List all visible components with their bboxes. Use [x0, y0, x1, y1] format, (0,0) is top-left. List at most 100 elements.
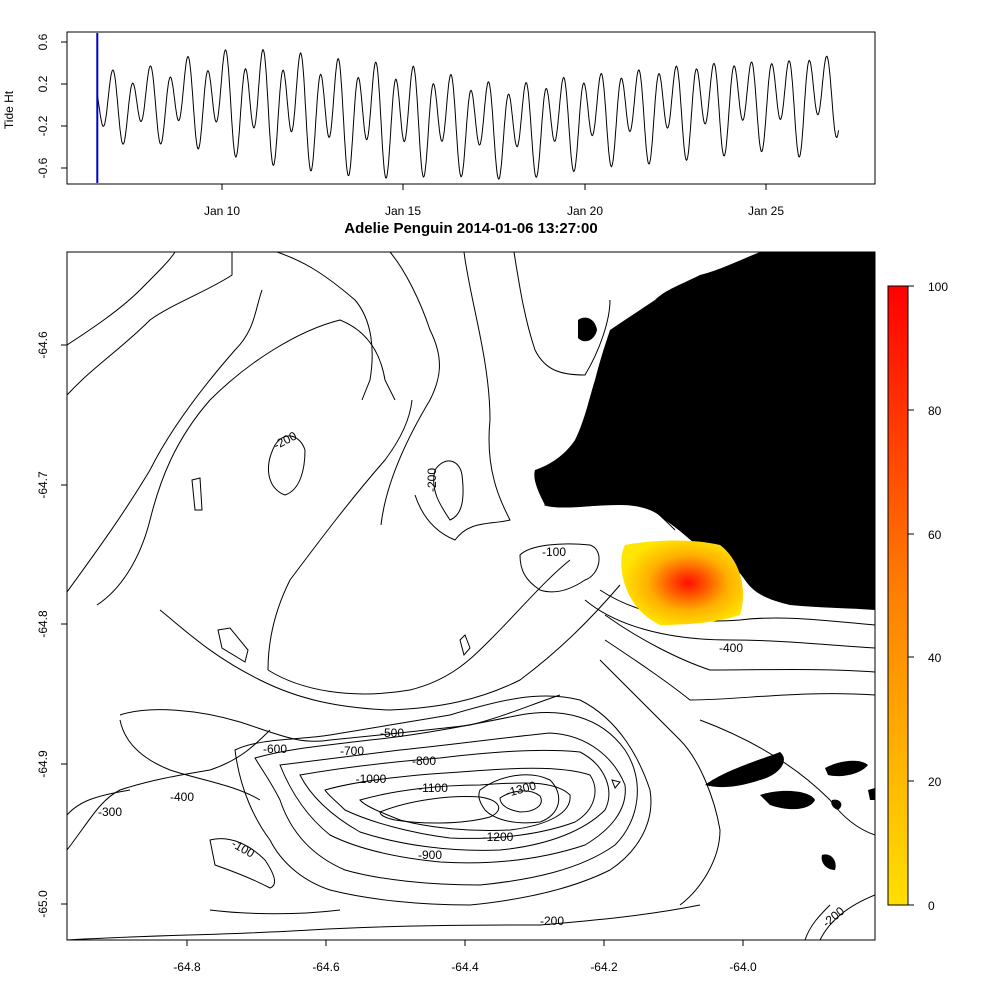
colorbar-tick-label: 80	[928, 404, 942, 418]
contour-line	[67, 729, 271, 851]
contour-line	[433, 460, 464, 521]
contour-line	[96, 319, 396, 606]
contour-line	[359, 782, 571, 832]
map-x-tick-label: -64.2	[590, 960, 618, 974]
contour-label: -300	[98, 805, 122, 819]
contour-label: -400	[719, 641, 743, 655]
tide-series-line	[96, 48, 839, 180]
colorbar-tick-label: 100	[928, 280, 948, 294]
tide-x-axis: Jan 10 Jan 15 Jan 20 Jan 25	[204, 184, 784, 218]
contour-line	[234, 695, 652, 906]
map-y-tick-label: -64.6	[36, 331, 50, 359]
colorbar-gradient	[887, 285, 909, 906]
land-mass	[578, 317, 597, 342]
contour-line	[804, 904, 831, 940]
map-x-tick-label: -64.0	[729, 960, 757, 974]
contour-line	[254, 712, 638, 886]
contour-line	[414, 252, 511, 541]
bathymetry-contours	[67, 252, 875, 940]
tide-y-axis-label: Tide Ht	[2, 90, 16, 129]
land-mass	[534, 252, 875, 610]
map-y-tick-label: -65.0	[36, 890, 50, 918]
contour-label: -800	[412, 754, 436, 768]
contour-line	[478, 774, 560, 824]
colorbar-tick-label: 60	[928, 528, 942, 542]
map-y-tick-label: -64.7	[36, 471, 50, 499]
contour-line	[604, 614, 875, 673]
contour-line	[217, 627, 249, 663]
tide-y-tick-label: -0.2	[36, 115, 50, 136]
map-y-tick-label: -64.8	[36, 610, 50, 638]
contour-line	[119, 719, 261, 801]
contour-line	[380, 252, 440, 526]
contour-label: -1300	[504, 778, 538, 800]
contour-line	[276, 252, 373, 401]
map-y-tick-label: -64.9	[36, 750, 50, 778]
map-x-tick-label: -64.4	[451, 960, 479, 974]
contour-line	[499, 790, 542, 813]
contour-label: -100	[229, 836, 257, 860]
contour-line	[513, 252, 611, 376]
contour-line	[519, 543, 600, 593]
contour-line	[209, 838, 276, 889]
colorbar-tick-label: 20	[928, 775, 942, 789]
contour-line	[67, 252, 176, 346]
contour-label: -700	[340, 744, 364, 758]
contour-label: -200	[820, 904, 848, 930]
contour-line	[584, 599, 875, 649]
contour-line	[191, 477, 203, 511]
contour-line	[159, 584, 621, 711]
map-panel: -200 -200 -100 -400 -500 -600 -700 -800 …	[36, 251, 948, 974]
contour-label: -200	[425, 468, 439, 492]
contour-label: -100	[542, 545, 566, 559]
contour-line	[604, 639, 875, 701]
tide-y-tick-label: -0.6	[36, 157, 50, 178]
tide-x-tick-label: Jan 10	[204, 204, 240, 218]
contour-label: -1200	[483, 830, 514, 844]
map-title: Adelie Penguin 2014-01-06 13:27:00	[344, 220, 597, 237]
tide-x-tick-label: Jan 20	[567, 204, 603, 218]
contour-label: -200	[540, 914, 564, 928]
land-mass	[831, 799, 842, 810]
contour-line	[267, 559, 571, 695]
contour-line	[67, 252, 233, 396]
colorbar-tick-label: 0	[928, 899, 935, 913]
colorbar-tick-label: 40	[928, 651, 942, 665]
tide-y-tick-label: 0.2	[36, 75, 50, 92]
tide-plot-frame	[66, 31, 876, 185]
contour-label: -200	[271, 428, 299, 452]
contour-line	[324, 767, 596, 839]
contour-line	[599, 589, 875, 626]
tide-x-tick-label: Jan 15	[385, 204, 421, 218]
land-mass	[738, 764, 759, 777]
land-mass	[825, 760, 868, 777]
contour-line	[67, 789, 131, 816]
contour-line	[379, 796, 500, 824]
map-y-axis: -64.6 -64.7 -64.8 -64.9 -65.0	[36, 331, 68, 918]
contour-line	[299, 749, 610, 851]
land-mass	[760, 790, 815, 810]
tide-y-axis: -0.6 -0.2 0.2 0.6 Tide Ht	[2, 33, 68, 178]
contour-line	[67, 904, 701, 940]
tide-y-tick-label: 0.6	[36, 33, 50, 50]
contour-label: -900	[418, 848, 442, 862]
tide-panel: -0.6 -0.2 0.2 0.6 Tide Ht Jan 10 Jan 15 …	[2, 31, 876, 218]
contour-line	[279, 732, 626, 864]
land-masses	[534, 252, 875, 870]
land-mass	[868, 788, 875, 800]
colorbar: 0 20 40 60 80 100	[887, 280, 948, 913]
contour-line	[699, 719, 875, 836]
contour-label: -1100	[418, 781, 448, 795]
tide-x-tick-label: Jan 25	[748, 204, 784, 218]
contour-label: -500	[380, 726, 404, 740]
contour-line	[267, 399, 413, 671]
contour-label: -600	[263, 742, 287, 756]
contour-line	[267, 435, 306, 496]
contour-label: -1000	[356, 772, 387, 786]
contour-line	[459, 634, 471, 657]
utilization-distribution	[621, 540, 744, 625]
contour-line	[119, 694, 561, 742]
map-x-axis: -64.8 -64.6 -64.4 -64.2 -64.0	[173, 940, 757, 974]
contour-line	[611, 779, 621, 789]
